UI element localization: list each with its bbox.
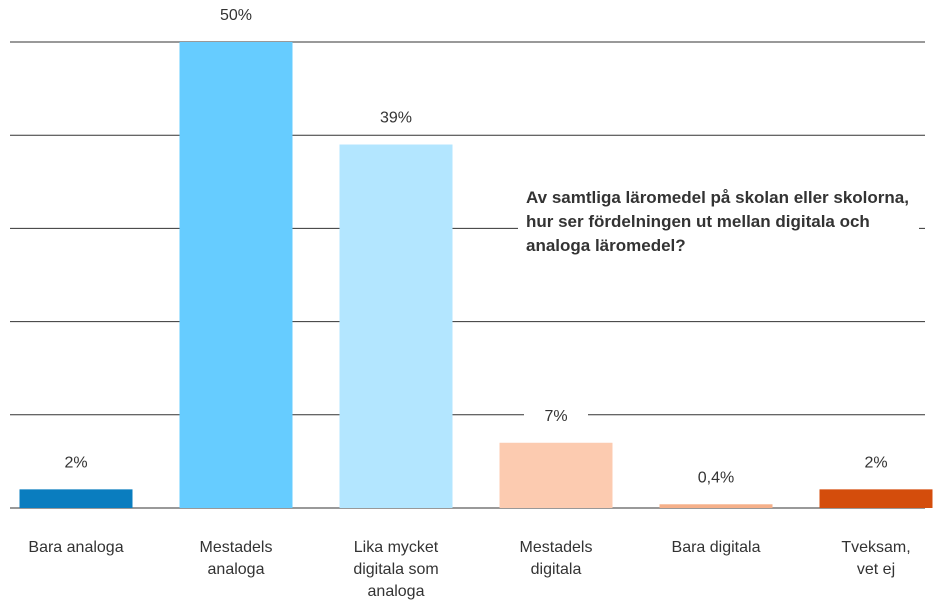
x-tick-label: Mestadels analoga xyxy=(199,539,273,578)
label-bg xyxy=(684,466,748,491)
bar xyxy=(339,144,453,508)
label-bg xyxy=(364,106,428,131)
bar xyxy=(499,442,613,508)
bar xyxy=(819,489,933,508)
x-tick-label: Bara digitala xyxy=(671,539,761,556)
x-tick-label: Bara analoga xyxy=(28,539,124,556)
label-bg xyxy=(204,4,268,28)
value-label: 0,4% xyxy=(698,469,734,486)
value-label: 50% xyxy=(220,7,252,24)
bar xyxy=(179,42,293,508)
value-label: 2% xyxy=(64,455,87,472)
value-label: 7% xyxy=(544,408,567,425)
chart-title: Av samtliga läromedel på skolan eller sk… xyxy=(518,186,919,258)
label-bg xyxy=(524,404,588,429)
label-bg xyxy=(844,451,908,476)
value-label: 39% xyxy=(380,110,412,127)
x-tick-label: Lika mycket digitala som analoga xyxy=(353,539,439,600)
x-tick-label: Tveksam, vet ej xyxy=(841,539,911,578)
value-label: 2% xyxy=(864,455,887,472)
label-bg xyxy=(44,451,108,476)
bar xyxy=(659,504,773,508)
x-tick-label: Mestadels digitala xyxy=(519,539,593,578)
bar xyxy=(19,489,133,508)
